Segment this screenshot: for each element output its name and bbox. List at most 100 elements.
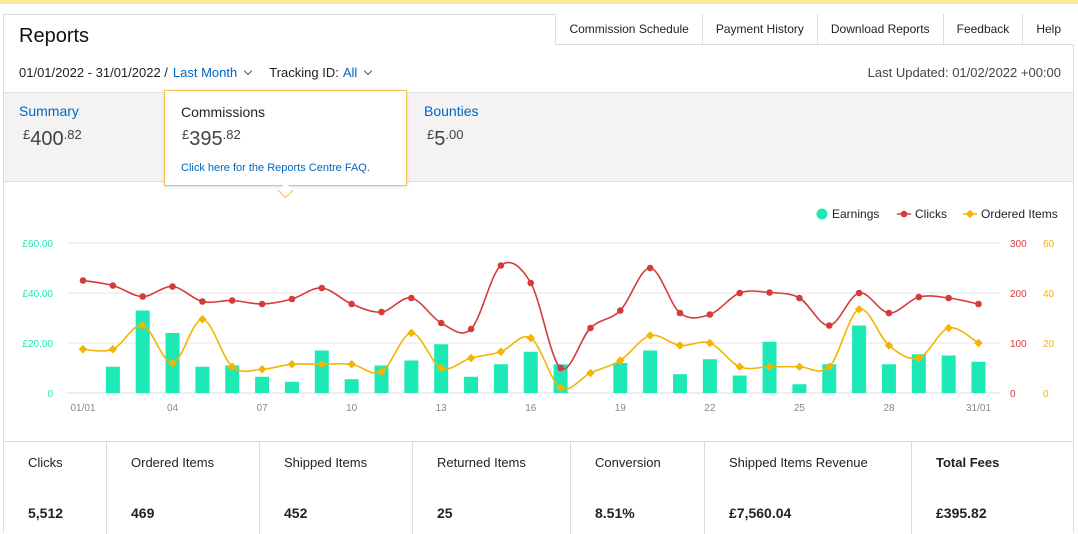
summary-value: £400.82 [23, 127, 82, 151]
reports-panel [3, 14, 1074, 533]
earnings-bar [464, 376, 479, 393]
tracking-id-label: Tracking ID: [269, 65, 339, 80]
clicks-point [139, 293, 146, 300]
faq-link[interactable]: Click here for the Reports Centre FAQ. [181, 162, 370, 174]
earnings-bar [404, 360, 419, 393]
stat-value: 25 [437, 505, 453, 521]
earnings-bar [314, 350, 329, 393]
stat-shipped-items: Shipped Items 452 [260, 442, 413, 534]
clicks-point [79, 277, 87, 284]
clicks-point [318, 284, 326, 292]
y-right-items-tick: 60 [1043, 239, 1055, 250]
x-tick: 01/01 [70, 403, 95, 414]
summary-tab[interactable]: Summary £400.82 [19, 103, 82, 151]
summary-label[interactable]: Summary [19, 103, 79, 119]
ordered-items-point [407, 328, 416, 338]
earnings-bar [344, 379, 359, 393]
earnings-bar [553, 364, 568, 393]
amount-int: 395 [189, 128, 223, 150]
stat-value: 469 [131, 505, 155, 521]
earnings-bar [702, 359, 717, 393]
ordered-items-point [138, 321, 147, 330]
earnings-bar [225, 365, 240, 393]
ordered-items-point [586, 368, 595, 378]
earnings-bar [941, 355, 956, 393]
ordered-items-point [78, 345, 88, 354]
ordered-items-point [436, 363, 446, 373]
date-range: 01/01/2022 - 31/01/2022 / [19, 65, 168, 80]
clicks-point [975, 300, 982, 308]
amount-dec: .82 [222, 127, 241, 142]
tracking-id-dropdown[interactable]: All [342, 65, 358, 80]
ordered-items-point [795, 362, 804, 371]
clicks-point [199, 298, 206, 305]
stat-label: Shipped Items [284, 455, 368, 470]
x-tick: 31/01 [966, 403, 991, 414]
earnings-bar [493, 364, 508, 393]
y-right-clicks-tick: 100 [1010, 339, 1027, 350]
ordered-items-point [556, 383, 565, 393]
clicks-point [796, 294, 803, 302]
chevron-down-icon[interactable] [364, 66, 373, 76]
filter-bar: 01/01/2022 - 31/01/2022 / Last Month Tra… [19, 65, 381, 80]
clicks-point [348, 300, 355, 308]
ordered-items-point [825, 362, 834, 371]
x-tick: 25 [794, 403, 806, 414]
ordered-items-point [496, 347, 506, 356]
currency-symbol: £ [427, 127, 435, 142]
earnings-bars [105, 310, 986, 393]
y-right-items-tick: 40 [1043, 289, 1055, 300]
ordered-items-point [944, 323, 953, 333]
tab-download-reports[interactable]: Download Reports [816, 14, 943, 45]
ordered-items-point [198, 315, 207, 324]
clicks-point [676, 309, 684, 317]
ordered-items-point [347, 360, 356, 369]
clicks-point [736, 289, 743, 297]
stat-label: Conversion [595, 455, 661, 470]
earnings-bar [911, 354, 926, 393]
clicks-point [408, 294, 415, 302]
amount-int: 400 [30, 128, 64, 150]
earnings-bar [971, 361, 986, 393]
ordered-items-point [257, 365, 267, 374]
bounties-label[interactable]: Bounties [424, 103, 479, 119]
earnings-bar [732, 375, 747, 393]
y-right-clicks-tick: 200 [1010, 289, 1027, 300]
ordered-items-point [735, 362, 744, 371]
stats-row: Clicks 5,512 Ordered Items 469 Shipped I… [4, 441, 1073, 534]
chevron-down-icon[interactable] [243, 66, 253, 76]
tab-feedback[interactable]: Feedback [942, 14, 1023, 45]
earnings-bar [523, 351, 538, 393]
clicks-point [825, 322, 833, 329]
legend-earnings-marker [816, 208, 828, 220]
ordered-items-point [974, 338, 983, 348]
x-tick: 10 [346, 403, 358, 414]
x-tick: 13 [436, 403, 448, 414]
y-right-clicks-tick: 300 [1010, 239, 1027, 250]
earnings-chart: £60.00 300 60£40.00 200 40£20.00 100 200 0 001/0… [22, 207, 1057, 414]
stat-value: £7,560.04 [729, 505, 792, 521]
report-tabs: Commission Schedule Payment History Down… [555, 14, 1074, 45]
commissions-popover[interactable]: Commissions £395.82 Click here for the R… [164, 90, 407, 186]
y-left-tick: £60.00 [22, 239, 53, 250]
x-tick: 19 [615, 403, 627, 414]
ordered-items-point [914, 353, 924, 363]
clicks-point [557, 364, 564, 372]
ordered-items-point [377, 367, 386, 376]
earnings-bar [673, 374, 687, 393]
commissions-label: Commissions [181, 104, 266, 120]
stat-label: Clicks [28, 455, 63, 470]
bounties-tab[interactable]: Bounties £5.00 [424, 103, 478, 151]
clicks-point [915, 293, 923, 301]
clicks-point [855, 289, 863, 297]
ordered-items-point [645, 331, 655, 340]
clicks-point [169, 283, 176, 290]
period-dropdown[interactable]: Last Month [172, 65, 238, 80]
legend-clicks-marker [900, 210, 908, 218]
tab-commission-schedule[interactable]: Commission Schedule [555, 14, 702, 45]
tab-help[interactable]: Help [1022, 14, 1074, 45]
ordered-items-point [108, 345, 118, 354]
earnings-bar [822, 364, 837, 393]
ordered-items-point [317, 360, 327, 369]
tab-payment-history[interactable]: Payment History [701, 14, 817, 45]
